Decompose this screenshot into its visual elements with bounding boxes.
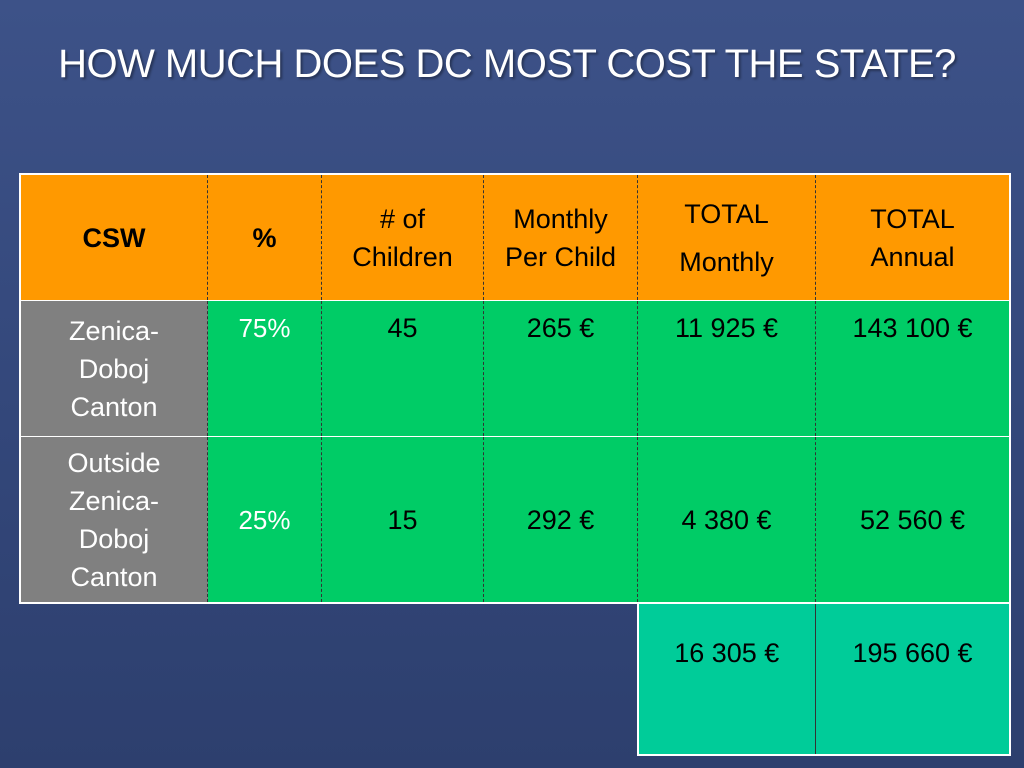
row-total-annual: 52 560 € [815,436,1011,604]
header-children-label: # of Children [352,203,453,272]
row-total-monthly-value: 11 925 € [674,313,779,343]
row-children: 45 [321,300,484,437]
row-children: 15 [321,436,484,604]
header-total-monthly-line2: Monthly [679,246,774,277]
header-total-monthly: TOTAL Monthly [637,173,816,301]
row-children-value: 15 [387,504,418,535]
row-total-monthly: 11 925 € [637,300,816,437]
header-children: # of Children [321,173,484,301]
row-total-annual: 143 100 € [815,300,1011,437]
row-children-value: 45 [387,313,418,343]
totals-spacer [20,603,638,755]
total-monthly-sum-value: 16 305 € [674,638,780,668]
header-csw: CSW [19,173,208,301]
total-annual-sum: 195 660 € [815,603,1011,756]
row-total-annual-value: 143 100 € [852,313,973,343]
table-row: Zenica-Doboj Canton 75% 45 265 € 11 925 … [19,300,1011,437]
row-percent-value: 75% [238,313,291,343]
row-total-annual-value: 52 560 € [859,504,966,535]
total-monthly-sum: 16 305 € [636,603,816,756]
header-total-annual-label: TOTAL Annual [870,203,955,272]
table-row: Outside Zenica-Doboj Canton 25% 15 292 €… [19,436,1011,604]
cost-table: CSW % # of Children Monthly Per Child TO… [19,173,1011,756]
row-percent-value: 25% [238,504,291,535]
header-monthly-per-child: Monthly Per Child [483,173,638,301]
header-total-annual: TOTAL Annual [815,173,1011,301]
row-csw: Outside Zenica-Doboj Canton [19,436,208,604]
row-monthly-per-child-value: 265 € [526,313,595,343]
row-total-monthly-value: 4 380 € [681,504,772,535]
row-monthly-per-child: 292 € [483,436,638,604]
row-monthly-per-child: 265 € [483,300,638,437]
header-monthly-per-child-label: Monthly Per Child [504,203,617,272]
header-percent: % [207,173,322,301]
row-total-monthly: 4 380 € [637,436,816,604]
totals-row: 16 305 € 195 660 € [20,603,1011,756]
row-csw: Zenica-Doboj Canton [19,300,208,437]
row-monthly-per-child-value: 292 € [526,504,595,535]
slide-title: HOW MUCH DOES DC MOST COST THE STATE? [58,42,956,86]
header-total-monthly-line1: TOTAL [684,198,769,229]
row-csw-label: Zenica-Doboj Canton [68,315,160,422]
row-csw-label: Outside Zenica-Doboj Canton [67,447,161,592]
row-percent: 25% [207,436,322,604]
table-header-row: CSW % # of Children Monthly Per Child TO… [19,173,1011,301]
row-percent: 75% [207,300,322,437]
total-annual-sum-value: 195 660 € [852,638,973,668]
